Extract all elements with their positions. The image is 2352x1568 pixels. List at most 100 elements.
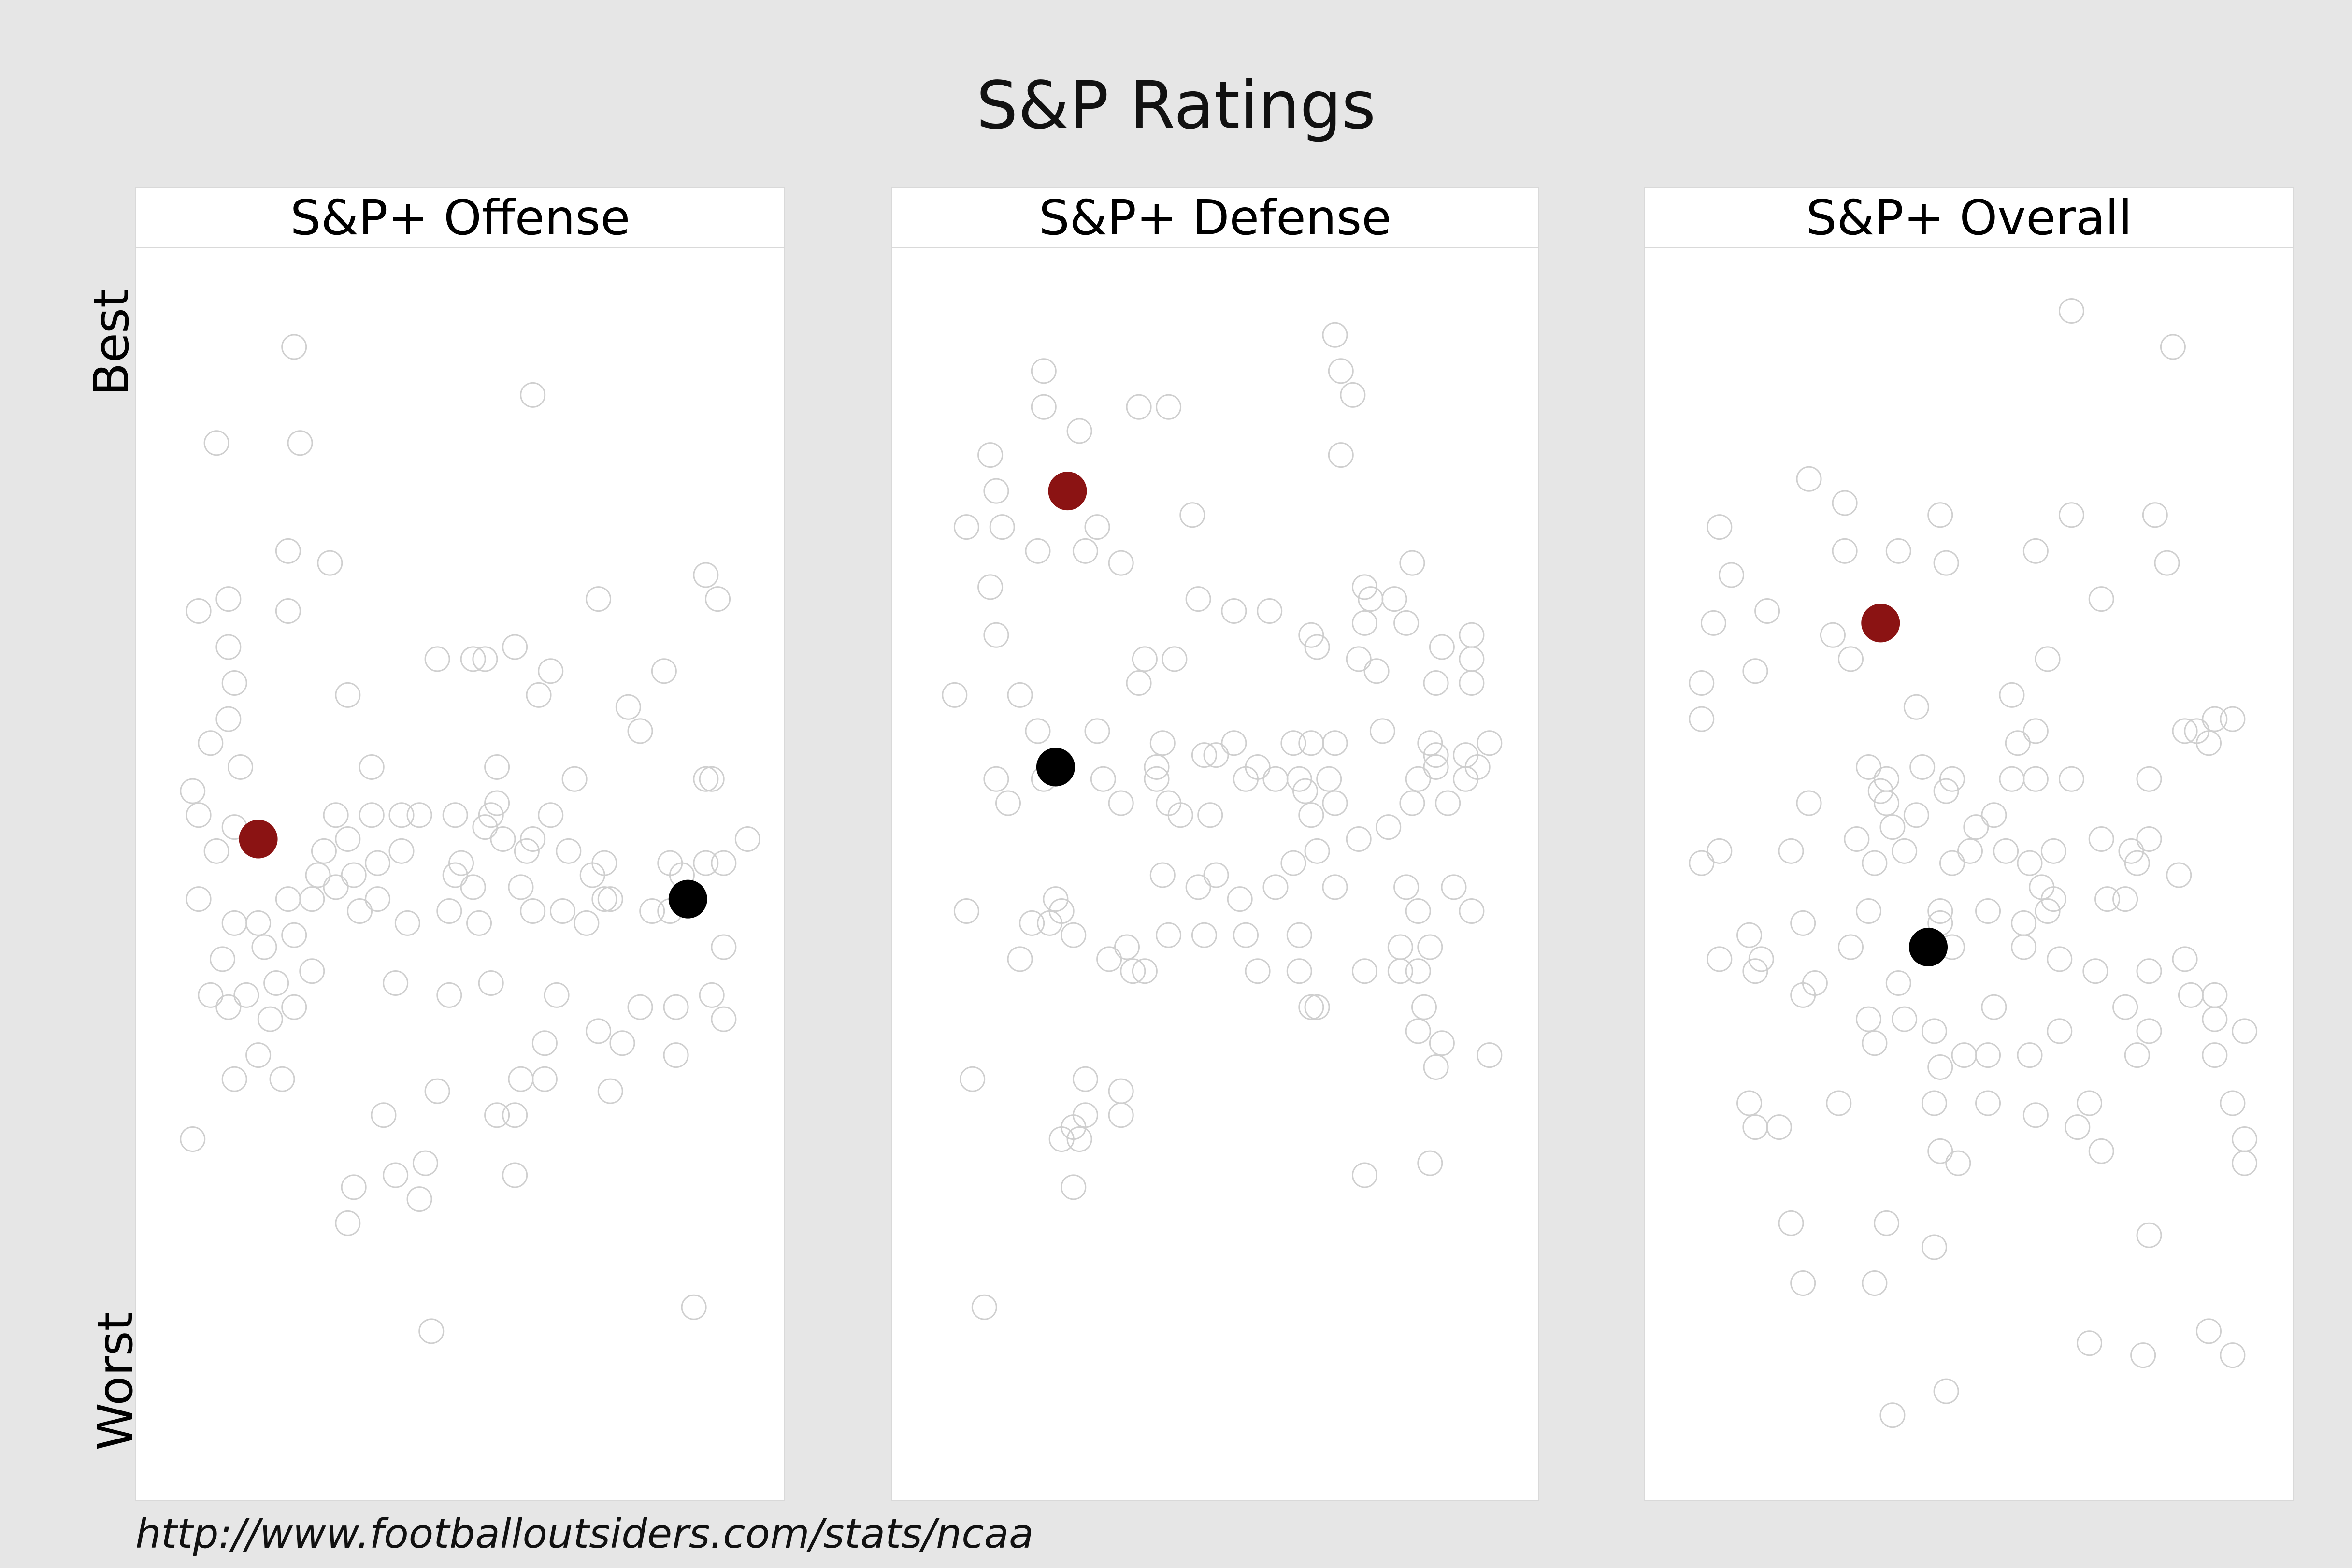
point-s-p-overall-127 [1862, 1270, 1888, 1296]
point-s-p-offense-53 [478, 802, 504, 828]
point-s-p-offense-72 [520, 898, 546, 924]
point-s-p-offense-24 [627, 718, 653, 744]
point-s-p-defense-118 [1304, 994, 1330, 1020]
point-s-p-offense-110 [424, 1078, 450, 1104]
point-s-p-offense-42 [472, 814, 498, 840]
point-s-p-offense-60 [711, 850, 737, 876]
point-s-p-overall-51 [1957, 838, 1983, 864]
point-s-p-offense-62 [579, 862, 605, 888]
point-s-p-overall-53 [2040, 838, 2066, 864]
point-s-p-offense-76 [591, 886, 617, 912]
panel-offense: S&P+ Offense [135, 187, 785, 1501]
point-s-p-overall-116 [2232, 1126, 2258, 1152]
point-s-p-defense-44 [1084, 718, 1110, 744]
point-s-p-overall-19 [2035, 646, 2061, 672]
point-s-p-offense-39 [406, 802, 432, 828]
point-s-p-offense-114 [484, 1102, 510, 1128]
point-s-p-defense-126 [1108, 1078, 1134, 1104]
panel-header-offense: S&P+ Offense [136, 188, 784, 248]
point-s-p-offense-107 [663, 1042, 689, 1068]
point-s-p-overall-95 [2112, 994, 2138, 1020]
point-s-p-offense-106 [609, 1030, 635, 1056]
point-s-p-defense-8 [977, 442, 1004, 468]
point-s-p-offense-87 [597, 886, 623, 912]
point-s-p-defense-130 [1048, 1126, 1075, 1152]
point-s-p-offense-47 [203, 838, 229, 864]
point-s-p-overall-115 [2220, 1090, 2246, 1116]
point-s-p-overall-63 [2166, 862, 2192, 888]
point-s-p-offense-9 [215, 586, 242, 612]
point-s-p-overall-20 [1689, 670, 1715, 696]
point-s-p-defense-95 [1405, 898, 1431, 924]
point-s-p-overall-29 [2005, 730, 2031, 756]
point-s-p-overall-45 [1879, 814, 1906, 840]
point-s-p-offense-120 [502, 1162, 528, 1188]
point-s-p-defense-121 [1405, 1018, 1431, 1044]
point-s-p-defense-92 [1227, 886, 1253, 912]
point-s-p-overall-82 [2011, 934, 2037, 960]
point-s-p-offense-90 [299, 958, 325, 984]
point-s-p-offense-73 [549, 898, 575, 924]
point-s-p-offense-38 [388, 802, 415, 828]
point-s-p-offense-102 [711, 1006, 737, 1032]
point-s-p-offense-14 [460, 646, 486, 672]
point-s-p-overall-41 [1933, 778, 1959, 804]
point-s-p-offense-41 [538, 802, 564, 828]
point-s-p-defense-46 [1221, 730, 1247, 756]
point-s-p-overall-23 [1999, 682, 2025, 708]
point-s-p-defense-98 [1037, 910, 1063, 936]
point-s-p-offense-2 [203, 430, 229, 456]
point-s-p-offense-55 [365, 850, 391, 876]
point-s-p-defense-120 [1477, 1042, 1503, 1068]
point-s-p-offense-52 [556, 838, 582, 864]
highlight-black-s-p-offense [668, 879, 707, 919]
point-s-p-overall-74 [1790, 910, 1816, 936]
point-s-p-defense-74 [1197, 802, 1223, 828]
point-s-p-defense-39 [1423, 670, 1449, 696]
point-s-p-defense-110 [1120, 958, 1146, 984]
point-s-p-defense-99 [1019, 910, 1045, 936]
point-s-p-defense-10 [983, 478, 1009, 504]
point-s-p-defense-70 [1464, 754, 1491, 780]
point-s-p-overall-126 [1790, 1270, 1816, 1296]
point-s-p-offense-115 [502, 1102, 528, 1128]
point-s-p-defense-62 [1090, 766, 1116, 792]
point-s-p-overall-61 [2136, 826, 2162, 852]
point-s-p-overall-94 [1981, 994, 2007, 1020]
point-s-p-overall-90 [1892, 1006, 1918, 1032]
point-s-p-defense-13 [989, 514, 1015, 540]
point-s-p-offense-113 [597, 1078, 623, 1104]
point-s-p-defense-91 [1322, 874, 1348, 900]
point-s-p-defense-89 [1203, 862, 1229, 888]
point-s-p-overall-100 [1927, 1054, 1953, 1080]
point-s-p-offense-68 [508, 874, 534, 900]
point-s-p-defense-9 [1328, 442, 1354, 468]
point-s-p-overall-113 [2077, 1090, 2102, 1116]
point-s-p-overall-49 [1778, 838, 1804, 864]
point-s-p-overall-112 [2065, 1114, 2091, 1140]
point-s-p-defense-87 [1149, 862, 1176, 888]
point-s-p-overall-88 [2178, 982, 2204, 1008]
point-s-p-overall-2 [1796, 466, 1822, 492]
point-s-p-overall-130 [2196, 1318, 2222, 1344]
point-s-p-defense-131 [1108, 1102, 1134, 1128]
point-s-p-overall-128 [2077, 1330, 2102, 1356]
point-s-p-overall-48 [1707, 838, 1733, 864]
point-s-p-offense-45 [520, 826, 546, 852]
point-s-p-overall-103 [2017, 1042, 2043, 1068]
point-s-p-defense-4 [1031, 394, 1057, 420]
point-s-p-overall-76 [1707, 946, 1733, 972]
point-s-p-offense-21 [526, 682, 552, 708]
point-s-p-defense-12 [953, 514, 979, 540]
point-s-p-overall-70 [2094, 886, 2121, 912]
point-s-p-overall-129 [2130, 1342, 2156, 1368]
point-s-p-defense-100 [1061, 922, 1087, 948]
point-s-p-overall-5 [2058, 502, 2084, 528]
point-s-p-overall-107 [1736, 1090, 1763, 1116]
point-s-p-defense-20 [977, 574, 1004, 600]
point-s-p-defense-1 [1031, 358, 1057, 384]
point-s-p-defense-106 [1387, 934, 1413, 960]
point-s-p-defense-56 [1423, 754, 1449, 780]
point-s-p-offense-118 [383, 1162, 409, 1188]
point-s-p-offense-11 [586, 586, 612, 612]
